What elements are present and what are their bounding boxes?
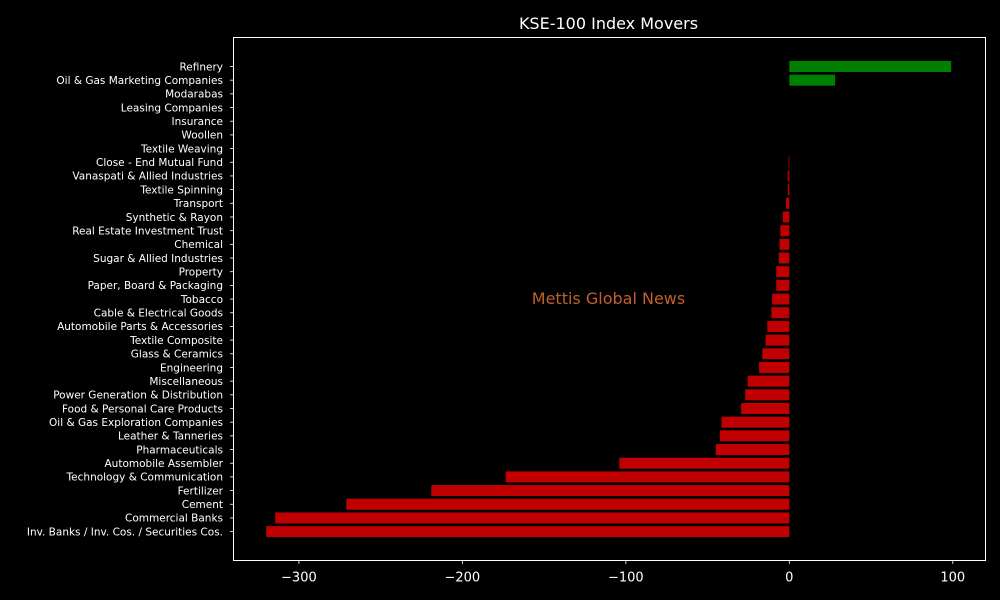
category-label: Tobacco xyxy=(180,294,223,306)
category-label: Food & Personal Care Products xyxy=(62,403,223,415)
category-label: Leasing Companies xyxy=(121,102,223,114)
bar xyxy=(782,211,790,223)
x-tick-label: 100 xyxy=(940,571,965,586)
category-label: Technology & Communication xyxy=(66,472,223,484)
category-label: Vanaspati & Allied Industries xyxy=(72,171,223,183)
category-label: Paper, Board & Packaging xyxy=(88,280,223,292)
bar xyxy=(780,225,790,237)
category-label: Woollen xyxy=(181,130,223,142)
category-label: Textile Composite xyxy=(129,335,223,347)
bar xyxy=(779,238,790,250)
bar xyxy=(787,170,790,182)
x-tick-label: −300 xyxy=(281,571,317,586)
category-label: Oil & Gas Marketing Companies xyxy=(56,75,223,87)
bar xyxy=(765,334,790,346)
bar xyxy=(275,512,790,524)
category-label: Refinery xyxy=(179,61,223,73)
bar xyxy=(776,266,790,278)
x-tick-label: 0 xyxy=(785,571,793,586)
category-label: Leather & Tanneries xyxy=(118,431,223,443)
category-label: Synthetic & Rayon xyxy=(126,212,223,224)
category-label: Automobile Assembler xyxy=(105,458,224,470)
x-tick-label: −200 xyxy=(445,571,481,586)
bar xyxy=(715,444,790,456)
category-label: Sugar & Allied Industries xyxy=(93,253,223,265)
bar xyxy=(771,307,790,319)
category-label: Automobile Parts & Accessories xyxy=(57,321,223,333)
bar xyxy=(747,375,790,387)
bar xyxy=(741,403,790,414)
category-label: Miscellaneous xyxy=(149,376,223,388)
category-label: Fertilizer xyxy=(178,485,224,497)
bar xyxy=(721,416,790,428)
bar xyxy=(778,252,790,264)
category-label: Inv. Banks / Inv. Cos. / Securities Cos. xyxy=(27,526,223,538)
chart-title: KSE-100 Index Movers xyxy=(519,14,698,33)
category-label: Textile Weaving xyxy=(140,143,223,155)
bar xyxy=(767,320,790,332)
category-label: Power Generation & Distribution xyxy=(53,390,223,402)
category-labels: Refinery Oil & Gas Marketing Companies Mod… xyxy=(27,61,234,538)
bar xyxy=(788,156,790,168)
category-label: Textile Spinning xyxy=(139,184,223,196)
category-label: Cement xyxy=(182,499,223,511)
bar xyxy=(346,498,790,510)
category-label: Insurance xyxy=(171,116,223,128)
bar xyxy=(772,293,790,305)
bar xyxy=(266,526,790,538)
x-tick-label: −100 xyxy=(608,571,644,586)
bar xyxy=(719,430,790,442)
bar xyxy=(786,197,790,209)
category-label: Chemical xyxy=(174,239,223,251)
watermark-text: Mettis Global News xyxy=(532,289,685,308)
category-label: Commercial Banks xyxy=(125,513,223,525)
bar xyxy=(789,61,952,72)
category-label: Oil & Gas Exploration Companies xyxy=(49,417,223,429)
category-label: Pharmaceuticals xyxy=(136,444,223,456)
bar xyxy=(787,184,790,196)
bar xyxy=(789,74,836,86)
category-label: Transport xyxy=(173,198,223,210)
bar xyxy=(762,348,790,360)
bar xyxy=(619,457,790,469)
category-label: Modarabas xyxy=(165,89,223,101)
bar xyxy=(759,361,790,373)
bar xyxy=(745,389,790,401)
bar xyxy=(776,279,790,291)
bar xyxy=(431,485,790,497)
category-label: Close - End Mutual Fund xyxy=(96,157,223,169)
bar xyxy=(505,471,790,483)
bars-group xyxy=(266,61,952,538)
category-label: Cable & Electrical Goods xyxy=(94,308,223,320)
category-label: Glass & Ceramics xyxy=(131,349,223,361)
category-label: Real Estate Investment Trust xyxy=(72,225,223,237)
x-axis-ticks: −300 −200 −100 0 100 xyxy=(281,560,965,586)
category-label: Engineering xyxy=(160,362,223,374)
category-label: Property xyxy=(179,267,223,279)
